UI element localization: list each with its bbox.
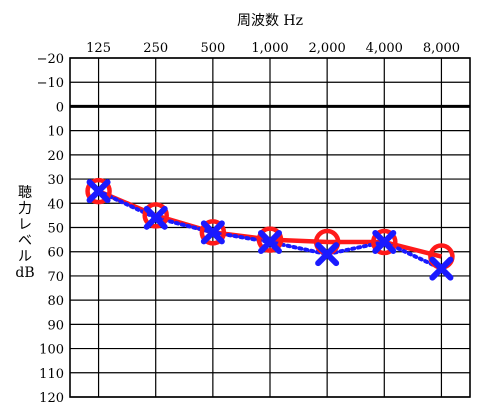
y-tick-label: 50 bbox=[47, 222, 64, 237]
y-tick-label: 80 bbox=[47, 294, 64, 309]
marker-x bbox=[143, 205, 168, 230]
marker-x-stroke bbox=[372, 230, 397, 255]
marker-x bbox=[372, 230, 397, 255]
marker-x-stroke bbox=[86, 179, 111, 204]
series-markers bbox=[85, 177, 455, 281]
x-tick-label: 1,000 bbox=[251, 41, 288, 56]
y-tick-label: 10 bbox=[47, 125, 64, 140]
x-tick-label: 250 bbox=[143, 41, 168, 56]
marker-x bbox=[429, 256, 454, 281]
x-tick-label: 500 bbox=[200, 41, 225, 56]
marker-circle bbox=[142, 202, 169, 229]
y-tick-label: 70 bbox=[47, 270, 64, 285]
marker-x-stroke bbox=[258, 230, 282, 255]
y-tick-label: −20 bbox=[37, 52, 64, 67]
marker-x-stroke bbox=[315, 242, 340, 267]
y-axis-title-char: 力 bbox=[18, 201, 32, 217]
y-tick-label: 90 bbox=[47, 318, 64, 333]
marker-x bbox=[258, 230, 282, 255]
y-tick-label: 120 bbox=[39, 391, 64, 406]
y-tick-label: 100 bbox=[39, 343, 64, 358]
marker-x bbox=[315, 242, 340, 267]
marker-x-stroke bbox=[429, 256, 454, 281]
marker-x bbox=[86, 179, 111, 204]
y-axis-title-char: ベ bbox=[18, 233, 32, 249]
x-tick-label: 8,000 bbox=[423, 41, 460, 56]
x-axis-title: 周波数 Hz bbox=[237, 13, 303, 29]
y-axis-title-char: dB bbox=[15, 265, 34, 281]
x-tick-label: 2,000 bbox=[309, 41, 346, 56]
y-axis-title-char: 聴 bbox=[18, 185, 32, 201]
marker-circle bbox=[256, 226, 284, 253]
plot-frame bbox=[69, 57, 471, 398]
x-tick-label: 125 bbox=[86, 41, 111, 56]
y-tick-label: 110 bbox=[39, 367, 64, 382]
y-tick-label: 30 bbox=[47, 173, 64, 188]
y-axis-title-char: レ bbox=[18, 217, 32, 233]
marker-x-stroke bbox=[200, 220, 225, 245]
marker-circle bbox=[85, 177, 112, 205]
y-tick-label: −10 bbox=[37, 76, 64, 91]
marker-x bbox=[200, 220, 225, 245]
y-tick-label: 0 bbox=[56, 100, 64, 115]
y-tick-labels: −20 −10 0 10 20 30 40 50 60 70 80 90 100 110 120 bbox=[37, 52, 64, 406]
y-tick-label: 40 bbox=[47, 197, 64, 212]
grid bbox=[69, 57, 471, 398]
x-tick-label: 4,000 bbox=[366, 41, 403, 56]
marker-circle bbox=[371, 228, 398, 256]
marker-x-stroke bbox=[143, 205, 168, 230]
x-tick-labels: 125 250 500 1,000 2,000 4,000 8,000 bbox=[86, 41, 460, 56]
y-tick-label: 60 bbox=[47, 246, 64, 261]
y-tick-label: 20 bbox=[47, 149, 64, 164]
y-axis-title-char: ル bbox=[18, 249, 32, 265]
marker-circle bbox=[199, 219, 227, 246]
